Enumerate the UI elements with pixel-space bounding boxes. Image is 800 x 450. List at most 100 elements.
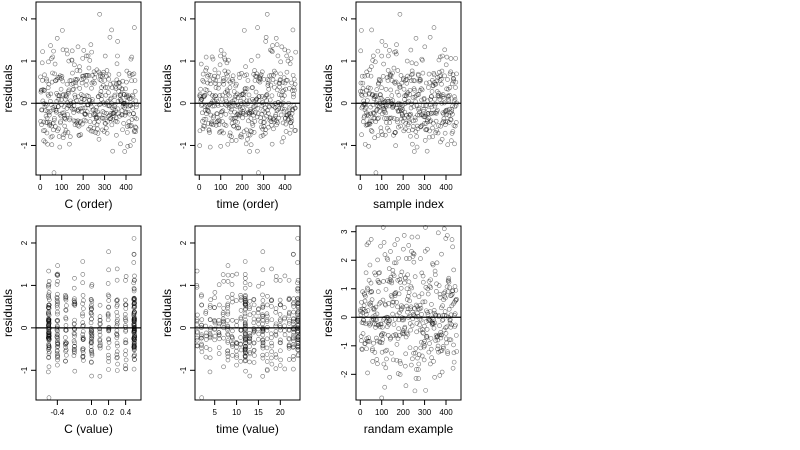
data-point <box>221 130 226 136</box>
data-point <box>132 25 137 30</box>
data-point <box>72 340 77 346</box>
data-point <box>291 309 296 315</box>
data-point <box>93 130 98 135</box>
data-point <box>387 48 392 53</box>
data-point <box>291 357 296 362</box>
data-point <box>212 326 218 332</box>
data-point <box>114 61 120 67</box>
data-point <box>108 81 113 87</box>
data-point <box>290 318 296 324</box>
data-point <box>55 362 60 368</box>
data-point <box>451 342 456 348</box>
data-point <box>419 97 424 103</box>
data-point <box>269 141 275 147</box>
data-point <box>212 337 217 343</box>
data-point <box>393 143 398 148</box>
data-point <box>71 110 77 115</box>
data-point <box>73 83 79 89</box>
data-point <box>419 270 425 276</box>
x-tick-label: 10 <box>232 408 241 417</box>
data-point <box>446 277 451 283</box>
data-point <box>102 102 107 107</box>
data-point <box>377 324 383 330</box>
data-point <box>387 318 393 323</box>
data-point <box>369 289 374 295</box>
plot-frame <box>35 1 142 176</box>
data-point <box>386 333 391 338</box>
data-point <box>454 349 460 354</box>
data-point <box>75 44 81 50</box>
data-point <box>371 53 376 59</box>
data-point <box>273 306 279 311</box>
data-point <box>90 97 95 102</box>
data-point <box>249 58 254 63</box>
data-point <box>273 274 279 279</box>
data-point <box>227 85 233 90</box>
data-point <box>436 57 442 63</box>
data-point <box>236 125 242 131</box>
data-point <box>287 107 293 113</box>
data-point <box>453 287 459 293</box>
data-point <box>374 87 380 92</box>
data-point <box>89 340 94 346</box>
data-point <box>63 340 68 345</box>
data-point <box>55 279 60 284</box>
plot-frame <box>355 1 462 176</box>
data-point <box>226 57 231 63</box>
data-point <box>102 53 108 59</box>
data-point <box>275 120 280 125</box>
data-point <box>106 367 111 372</box>
data-point <box>200 71 206 77</box>
data-point <box>269 122 274 128</box>
data-point <box>72 275 77 281</box>
data-point <box>80 313 85 319</box>
data-point <box>409 72 415 78</box>
data-point <box>65 130 71 135</box>
data-point <box>282 106 287 112</box>
data-point <box>444 233 450 238</box>
data-point <box>80 293 86 298</box>
data-point <box>287 86 292 91</box>
data-point <box>243 299 248 305</box>
data-point <box>243 64 248 69</box>
data-point <box>286 309 292 315</box>
data-point <box>276 115 281 121</box>
data-point <box>48 134 54 140</box>
data-point <box>251 302 257 308</box>
data-point <box>54 348 60 354</box>
data-point <box>251 340 257 346</box>
data-point <box>97 314 103 319</box>
data-point <box>416 361 422 367</box>
data-point <box>46 59 51 65</box>
data-point <box>101 115 107 121</box>
data-point <box>260 340 266 345</box>
data-point <box>124 68 130 74</box>
data-point <box>255 53 261 59</box>
data-point <box>448 69 454 75</box>
data-point <box>225 340 231 345</box>
data-point <box>250 123 256 128</box>
data-point <box>385 96 390 102</box>
data-point <box>243 331 248 337</box>
data-point <box>112 94 117 99</box>
data-point <box>442 130 448 136</box>
data-point <box>258 119 264 125</box>
data-point <box>131 326 137 331</box>
data-point <box>46 345 52 350</box>
data-point <box>365 85 371 91</box>
data-point <box>384 347 390 353</box>
data-point <box>271 104 277 109</box>
data-point <box>87 58 93 63</box>
data-point <box>273 333 279 338</box>
data-point <box>422 138 428 143</box>
data-point <box>84 109 90 115</box>
data-point <box>264 92 270 97</box>
data-point <box>395 119 400 125</box>
data-point <box>295 341 301 346</box>
data-point <box>123 366 128 371</box>
data-point <box>225 338 231 343</box>
data-point <box>131 71 137 77</box>
data-point <box>360 331 366 336</box>
data-point <box>244 107 250 112</box>
data-point <box>394 117 400 122</box>
